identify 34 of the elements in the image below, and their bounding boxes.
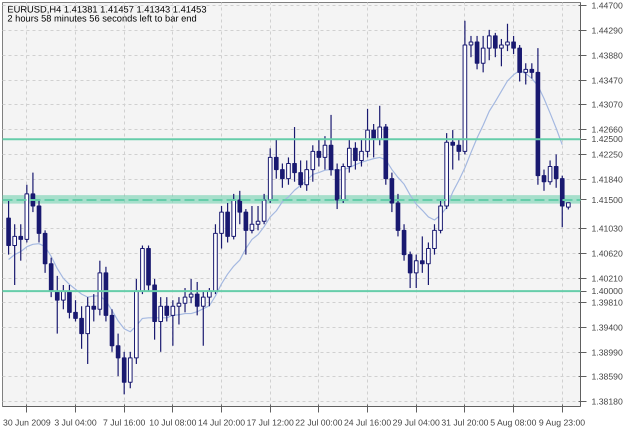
x-tick-label: 10 Jul 08:00 [149, 418, 197, 428]
x-tick-label: 31 Jul 20:00 [441, 418, 489, 428]
x-tick-label: 3 Jul 04:00 [54, 418, 97, 428]
x-tick-label: 29 Jul 04:00 [392, 418, 440, 428]
y-tick-label: 1.40620 [592, 248, 623, 258]
x-tick-label: 22 Jul 00:00 [295, 418, 343, 428]
y-tick-label: 1.43880 [592, 50, 623, 60]
x-tick-label: 14 Jul 20:00 [198, 418, 246, 428]
x-tick-label: 9 Aug 23:00 [538, 418, 586, 428]
y-tick-label: 1.44290 [592, 25, 623, 36]
y-tick-label: 1.43070 [592, 100, 623, 110]
y-tick-label: 1.42660 [592, 124, 623, 134]
y-tick-label: 1.39810 [592, 298, 623, 308]
y-tick-label: 1.43470 [592, 75, 623, 86]
ref-line-label: 1.40000 [592, 286, 623, 296]
ref-line-label: 1.41500 [592, 194, 623, 205]
y-tick-label: 1.41840 [592, 174, 623, 184]
y-tick-label: 1.44700 [592, 0, 623, 11]
x-tick-label: 17 Jul 12:00 [246, 418, 294, 428]
x-tick-label: 30 Jun 2009 [3, 418, 51, 428]
y-tick-label: 1.39400 [592, 322, 623, 333]
text: 2 hours 58 minutes 56 seconds left to bar end [7, 14, 197, 24]
y-tick-label: 1.38990 [592, 347, 623, 358]
x-tick-label: 5 Aug 08:00 [490, 418, 537, 428]
y-tick-label: 1.38590 [592, 372, 623, 382]
chart-title: EURUSD,H4 1.41381 1.41457 1.41343 1.41453 [7, 4, 207, 14]
y-tick-label: 1.38180 [592, 396, 623, 407]
ref-line-label: 1.42500 [592, 134, 623, 144]
x-tick-label: 7 Jul 16:00 [103, 418, 146, 428]
y-tick-label: 1.41030 [592, 223, 623, 234]
y-tick-label: 1.42250 [592, 149, 623, 160]
line-series [8, 70, 563, 332]
y-tick-label: 1.40210 [592, 273, 623, 284]
x-tick-label: 24 Jul 16:00 [344, 418, 392, 428]
